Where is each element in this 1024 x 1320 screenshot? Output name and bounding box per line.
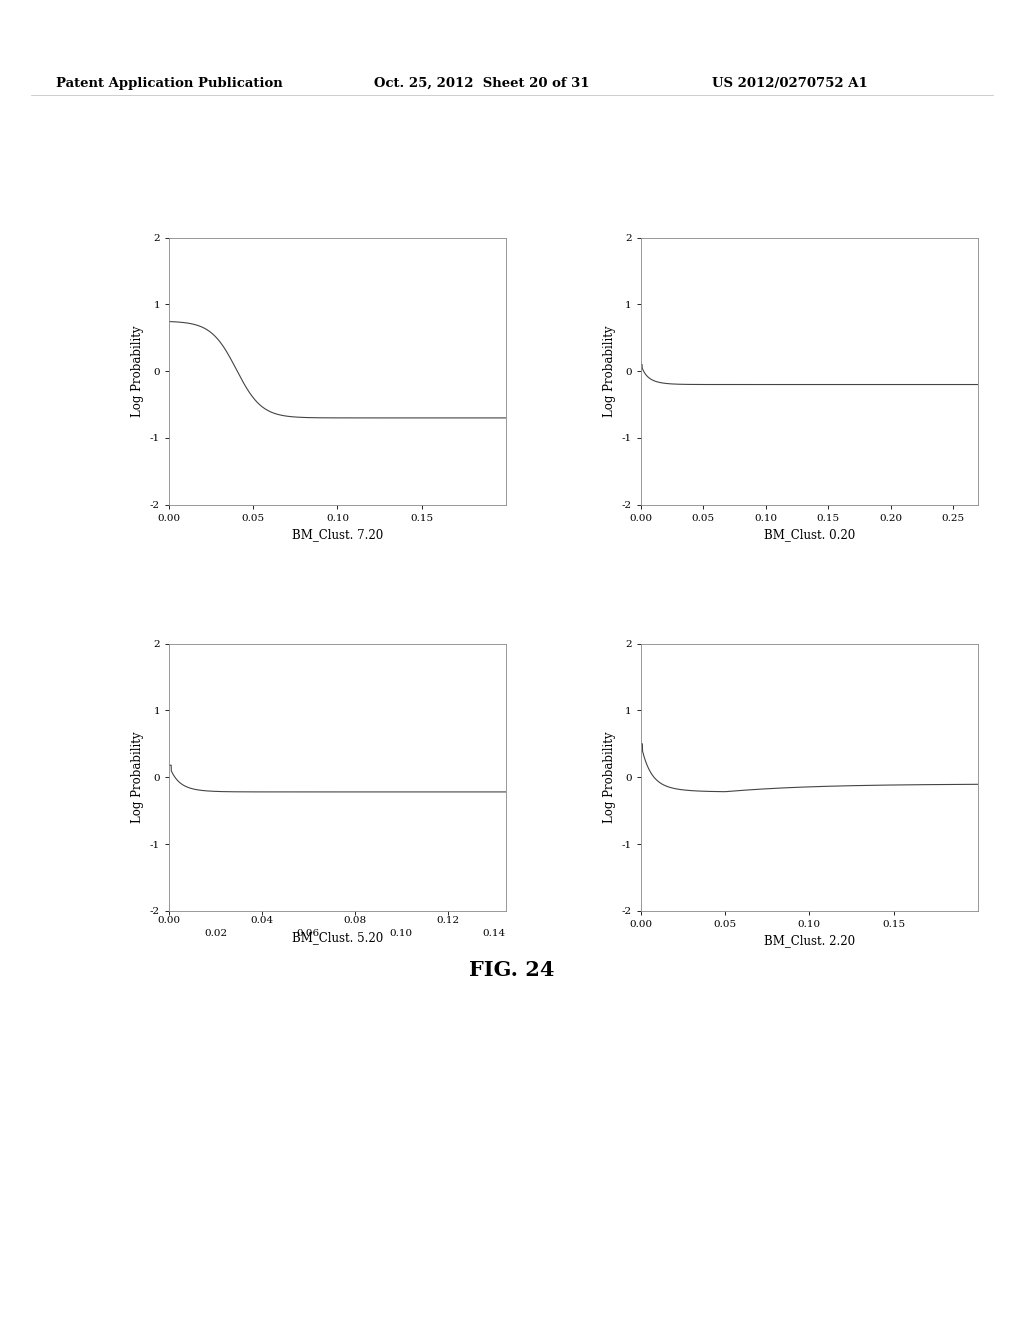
X-axis label: BM_Clust. 2.20: BM_Clust. 2.20 [764, 935, 855, 948]
Y-axis label: Log Probability: Log Probability [603, 326, 616, 417]
X-axis label: BM_Clust. 7.20: BM_Clust. 7.20 [292, 528, 383, 541]
Y-axis label: Log Probability: Log Probability [603, 731, 616, 822]
Text: US 2012/0270752 A1: US 2012/0270752 A1 [712, 77, 867, 90]
X-axis label: BM_Clust. 0.20: BM_Clust. 0.20 [764, 528, 855, 541]
Y-axis label: Log Probability: Log Probability [131, 731, 144, 822]
Text: Patent Application Publication: Patent Application Publication [56, 77, 283, 90]
Y-axis label: Log Probability: Log Probability [131, 326, 144, 417]
Text: FIG. 24: FIG. 24 [469, 960, 555, 981]
Text: Oct. 25, 2012  Sheet 20 of 31: Oct. 25, 2012 Sheet 20 of 31 [374, 77, 589, 90]
X-axis label: BM_Clust. 5.20: BM_Clust. 5.20 [292, 931, 383, 944]
